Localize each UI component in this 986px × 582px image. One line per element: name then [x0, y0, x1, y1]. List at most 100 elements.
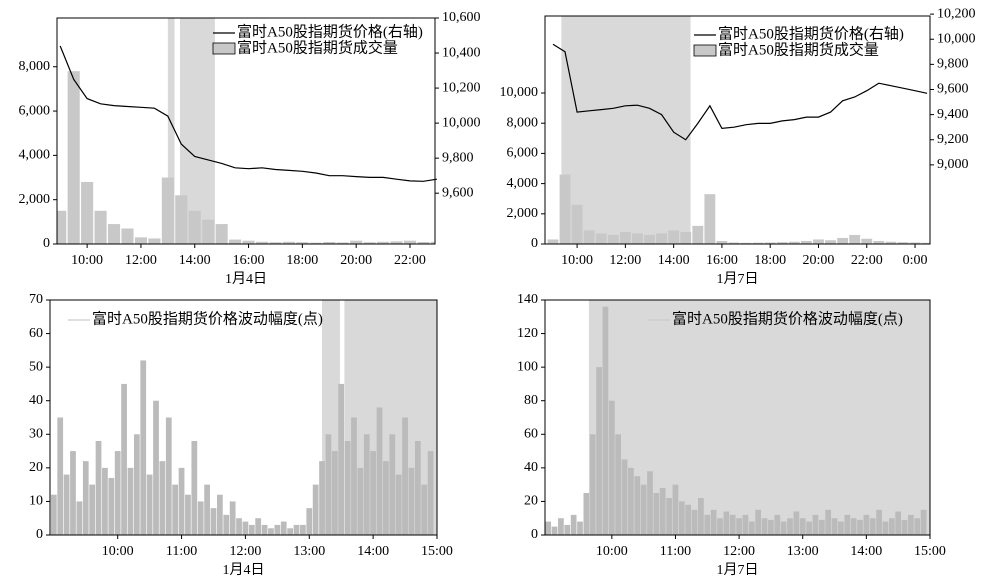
- bar: [615, 434, 622, 535]
- y2-tick-label: 9,600: [937, 82, 969, 97]
- bar: [850, 518, 857, 535]
- y2-tick-label: 10,200: [442, 80, 481, 95]
- bar: [175, 195, 188, 244]
- bar: [344, 441, 351, 535]
- bar: [165, 417, 172, 535]
- bar: [306, 508, 313, 535]
- bar: [908, 514, 914, 535]
- y-tick-label: 6,000: [19, 103, 51, 118]
- bar: [685, 504, 692, 535]
- bar: [863, 514, 870, 535]
- bar: [876, 509, 882, 535]
- bar: [319, 461, 325, 535]
- bar: [223, 514, 230, 535]
- bar: [121, 383, 127, 535]
- bar: [914, 518, 921, 535]
- y2-tick-label: 9,800: [937, 57, 969, 72]
- bar: [159, 461, 166, 535]
- y2-tick-label: 10,000: [937, 31, 976, 46]
- x-tick-label: 16:00: [233, 253, 265, 268]
- bar: [108, 477, 115, 535]
- x-tick-label: 11:00: [660, 544, 691, 559]
- bar: [704, 194, 716, 244]
- y-tick-label: 4,000: [19, 148, 51, 163]
- bar: [788, 241, 800, 244]
- bar: [909, 242, 921, 244]
- bar: [920, 509, 927, 535]
- y2-tick-label: 10,000: [442, 115, 481, 130]
- bar: [255, 241, 269, 244]
- bar: [577, 521, 583, 535]
- bar: [844, 514, 851, 535]
- bar: [752, 242, 764, 244]
- bar: [282, 241, 295, 244]
- bar: [885, 241, 897, 244]
- bar: [403, 240, 417, 244]
- bar: [672, 484, 679, 535]
- bar: [545, 521, 552, 535]
- bar: [740, 242, 752, 244]
- bar: [589, 434, 596, 535]
- bar: [178, 467, 185, 535]
- bar: [146, 474, 153, 535]
- bar: [619, 231, 631, 244]
- bar: [363, 434, 370, 535]
- bar: [95, 441, 102, 535]
- bar: [755, 509, 762, 535]
- x-axis-label: 1月4日: [225, 271, 267, 287]
- x-tick-label: 22:00: [394, 253, 426, 268]
- x-axis-label: 1月7日: [717, 271, 759, 287]
- bar: [82, 461, 89, 535]
- bar: [296, 242, 309, 244]
- bar: [551, 526, 558, 535]
- bar: [114, 451, 121, 535]
- x-tick-label: 14:00: [850, 544, 882, 559]
- y-tick-label: 0: [36, 527, 43, 542]
- x-tick-label: 13:00: [293, 544, 325, 559]
- bar: [728, 242, 740, 244]
- bar: [336, 242, 349, 244]
- x-tick-label: 14:00: [658, 253, 690, 268]
- bar: [376, 407, 383, 535]
- bar: [901, 519, 908, 535]
- y-tick-label: 0: [531, 527, 538, 542]
- bar: [89, 484, 96, 535]
- x-tick-label: 10:00: [596, 544, 628, 559]
- bar: [780, 521, 787, 535]
- bar: [269, 242, 282, 244]
- bar: [861, 238, 873, 244]
- x-axis-label: 1月7日: [717, 562, 759, 578]
- bar: [787, 518, 793, 535]
- bar: [640, 484, 647, 535]
- bar: [121, 228, 134, 244]
- bar: [261, 524, 268, 535]
- x-tick-label: 18:00: [286, 253, 318, 268]
- bar: [280, 521, 287, 535]
- legend-label: 富时A50股指期货成交量: [718, 40, 879, 58]
- y-tick-label: 0: [43, 236, 50, 251]
- bar: [678, 501, 685, 535]
- bar: [402, 417, 408, 535]
- y-tick-label: 2,000: [507, 206, 539, 221]
- y-tick-label: 60: [29, 326, 43, 341]
- legend-swatch: [693, 44, 717, 57]
- bar: [698, 498, 704, 535]
- bar: [774, 514, 781, 535]
- bar: [668, 230, 680, 244]
- bar: [293, 524, 300, 535]
- bar: [634, 476, 641, 535]
- price-line: [59, 45, 437, 182]
- bar: [57, 210, 67, 244]
- bar: [559, 174, 571, 244]
- bar: [653, 493, 660, 535]
- x-tick-label: 0:00: [903, 253, 928, 268]
- y-tick-label: 6,000: [507, 146, 539, 161]
- bar: [148, 238, 161, 244]
- bar: [427, 451, 434, 535]
- bar: [229, 501, 236, 535]
- x-tick-label: 12:00: [229, 544, 261, 559]
- x-tick-label: 18:00: [754, 253, 786, 268]
- bar: [351, 417, 357, 535]
- bar: [564, 524, 571, 535]
- y-tick-label: 8,000: [19, 59, 51, 74]
